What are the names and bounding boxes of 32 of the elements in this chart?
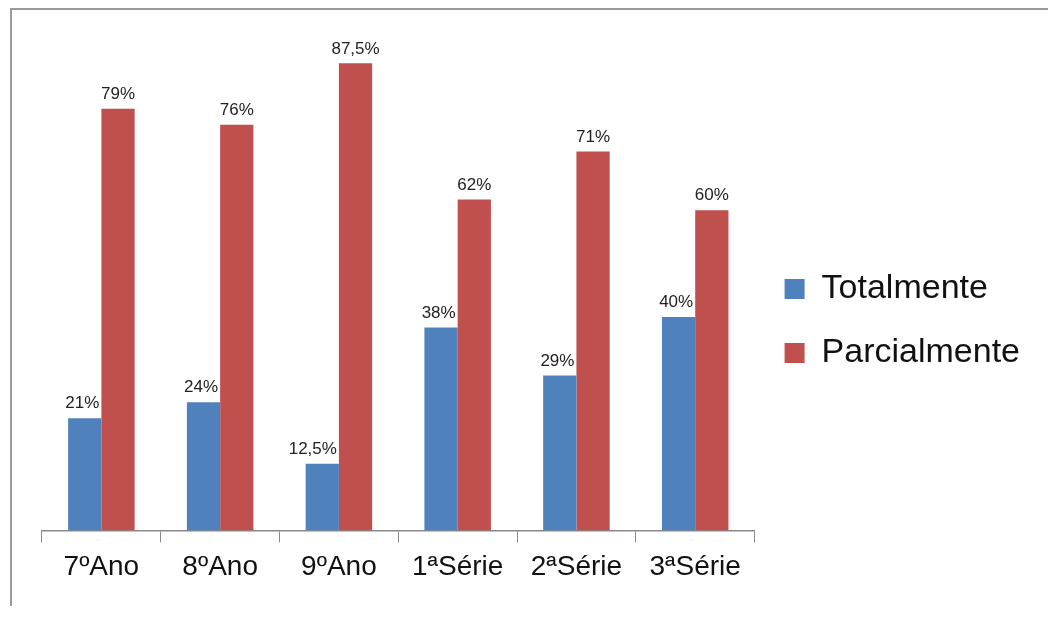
bar (186, 402, 221, 531)
x-tick-label: 8ºAno (182, 549, 258, 581)
bar (305, 463, 339, 531)
bar (661, 316, 696, 531)
bar (576, 151, 610, 531)
data-label: 12,5% (288, 438, 337, 458)
data-label: 60% (694, 185, 729, 205)
data-label: 87,5% (331, 38, 380, 58)
data-label: 62% (457, 174, 492, 194)
bar (424, 327, 458, 531)
data-label: 29% (540, 350, 575, 370)
bar (101, 108, 135, 531)
bar (457, 199, 491, 531)
data-label: 71% (576, 126, 611, 146)
legend-label: Totalmente (821, 267, 988, 306)
data-label: 21% (65, 393, 100, 413)
x-tick-label: 9ºAno (301, 549, 377, 581)
data-label: 79% (100, 83, 136, 103)
bar (220, 124, 254, 531)
x-tick-label: 1ªSérie (412, 549, 504, 581)
data-label: 40% (659, 292, 694, 312)
bar (68, 418, 102, 531)
x-tick-label: 7ºAno (63, 549, 140, 581)
x-tick-label: 3ªSérie (649, 549, 741, 581)
data-label: 38% (421, 302, 456, 322)
bar (695, 210, 729, 531)
x-tick-label: 2ªSérie (530, 549, 623, 581)
data-label: 76% (219, 99, 254, 119)
bar (543, 375, 577, 531)
legend-label: Parcialmente (821, 331, 1020, 370)
data-label: 24% (184, 377, 219, 397)
bar (338, 63, 373, 531)
